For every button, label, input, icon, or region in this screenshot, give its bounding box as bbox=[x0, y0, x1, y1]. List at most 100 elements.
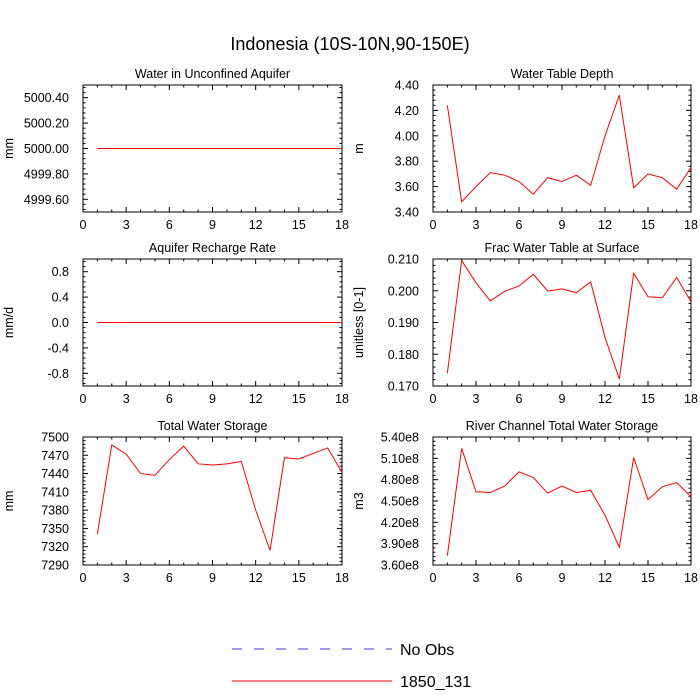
y-axis-label: unitless [0-1] bbox=[352, 287, 366, 358]
figure-title: Indonesia (10S-10N,90-150E) bbox=[230, 34, 469, 54]
y-tick-label: 4999.80 bbox=[24, 167, 69, 181]
panel-water-in-unconfined-aquifer: Water in Unconfined Aquifer 0 3 6 9 12 15 18 499… bbox=[2, 67, 349, 232]
x-tick-label: 15 bbox=[292, 218, 306, 232]
panel-frac-water-table-at-surface: Frac Water Table at Surface 0 3 6 9 12 15 18 0.1… bbox=[352, 241, 698, 406]
y-tick-label: 3.60 bbox=[395, 180, 419, 194]
y-tick-label: 3.80 bbox=[395, 155, 419, 169]
panel-river-channel-total-water-storage: River Channel Total Water Storage 0 3 6 9 12 1… bbox=[352, 419, 698, 585]
y-tick-label: 0.190 bbox=[388, 316, 419, 330]
y-axis-label: m3 bbox=[352, 492, 366, 509]
y-tick-label: 4.20e8 bbox=[381, 516, 419, 530]
x-tick-label: 9 bbox=[209, 392, 216, 406]
legend-obs-label: No Obs bbox=[400, 642, 454, 659]
y-tick-label: 4.40 bbox=[395, 79, 419, 93]
x-tick-label: 3 bbox=[123, 571, 130, 585]
y-axis-label: mm/d bbox=[2, 307, 16, 338]
x-tick-label: 0 bbox=[430, 392, 437, 406]
x-tick-label: 15 bbox=[641, 571, 655, 585]
x-tick-label: 18 bbox=[684, 392, 698, 406]
y-tick-label: 4.80e8 bbox=[381, 473, 419, 487]
plot-frame bbox=[432, 436, 692, 566]
y-tick-label: 7470 bbox=[41, 449, 69, 463]
y-tick-label: 5000.00 bbox=[24, 142, 69, 156]
panel-title: Water Table Depth bbox=[511, 67, 614, 81]
series-line bbox=[446, 259, 692, 380]
y-tick-label: 5000.40 bbox=[24, 91, 69, 105]
panel-title: Total Water Storage bbox=[157, 419, 267, 433]
x-tick-label: 18 bbox=[684, 218, 698, 232]
x-tick-label: 0 bbox=[430, 571, 437, 585]
x-tick-label: 9 bbox=[559, 392, 566, 406]
x-tick-label: 12 bbox=[598, 392, 612, 406]
x-tick-label: 6 bbox=[516, 218, 523, 232]
panel-title: Aquifer Recharge Rate bbox=[149, 241, 276, 255]
x-tick-label: 0 bbox=[80, 218, 87, 232]
panel-title: River Channel Total Water Storage bbox=[466, 419, 659, 433]
y-axis-label: mm bbox=[2, 138, 16, 159]
y-axis-label: mm bbox=[2, 491, 16, 512]
y-tick-label: 0.0 bbox=[52, 316, 69, 330]
x-tick-label: 6 bbox=[166, 218, 173, 232]
x-tick-label: 6 bbox=[166, 392, 173, 406]
y-tick-label: 3.90e8 bbox=[381, 537, 419, 551]
y-tick-label: -0.4 bbox=[47, 341, 69, 355]
plot-frame bbox=[82, 436, 343, 566]
x-tick-label: 12 bbox=[249, 218, 263, 232]
y-tick-label: 4.50e8 bbox=[381, 495, 419, 509]
y-tick-label: 7500 bbox=[41, 431, 69, 445]
legend: No Obs 1850_131 bbox=[232, 642, 471, 691]
y-tick-label: 7410 bbox=[41, 485, 69, 499]
y-tick-label: 7380 bbox=[41, 504, 69, 518]
x-tick-label: 15 bbox=[292, 571, 306, 585]
series-line bbox=[446, 94, 692, 203]
y-tick-label: 0.210 bbox=[388, 253, 419, 267]
panel-aquifer-recharge-rate: Aquifer Recharge Rate 0 3 6 9 12 15 18 -0.8 -0.4 0… bbox=[2, 241, 349, 406]
y-tick-label: 3.40 bbox=[395, 206, 419, 220]
x-tick-label: 3 bbox=[473, 571, 480, 585]
x-tick-label: 6 bbox=[166, 571, 173, 585]
y-axis-label: m bbox=[352, 143, 366, 153]
panel-title: Water in Unconfined Aquifer bbox=[135, 67, 290, 81]
legend-model-label: 1850_131 bbox=[400, 674, 471, 691]
x-tick-label: 15 bbox=[641, 218, 655, 232]
plot-frame bbox=[432, 258, 692, 387]
x-tick-label: 15 bbox=[292, 392, 306, 406]
x-tick-label: 18 bbox=[684, 571, 698, 585]
y-tick-label: 0.170 bbox=[388, 380, 419, 394]
series-line bbox=[96, 444, 343, 551]
x-tick-label: 15 bbox=[641, 392, 655, 406]
x-tick-label: 3 bbox=[123, 218, 130, 232]
x-tick-label: 3 bbox=[473, 218, 480, 232]
panel-water-table-depth: Water Table Depth 0 3 6 9 12 15 18 3.40 3.60 3.80 4… bbox=[352, 67, 698, 232]
y-tick-label: 4999.60 bbox=[24, 193, 69, 207]
x-tick-label: 0 bbox=[80, 571, 87, 585]
series-line bbox=[446, 448, 692, 556]
x-tick-label: 0 bbox=[430, 218, 437, 232]
x-tick-label: 18 bbox=[335, 392, 349, 406]
x-tick-label: 18 bbox=[335, 218, 349, 232]
y-tick-label: -0.8 bbox=[47, 367, 69, 381]
x-tick-label: 18 bbox=[335, 571, 349, 585]
y-tick-label: 7440 bbox=[41, 467, 69, 481]
panel-total-water-storage: Total Water Storage 0 3 6 9 12 15 18 7290 7320 735… bbox=[2, 419, 349, 585]
y-tick-label: 0.180 bbox=[388, 348, 419, 362]
y-tick-label: 4.00 bbox=[395, 129, 419, 143]
x-tick-label: 9 bbox=[559, 571, 566, 585]
plot-frame bbox=[432, 84, 692, 213]
x-tick-label: 12 bbox=[598, 571, 612, 585]
x-tick-label: 12 bbox=[249, 392, 263, 406]
x-tick-label: 9 bbox=[209, 218, 216, 232]
x-tick-label: 12 bbox=[249, 571, 263, 585]
y-tick-label: 3.60e8 bbox=[381, 559, 419, 573]
x-tick-label: 6 bbox=[516, 392, 523, 406]
y-tick-label: 4.20 bbox=[395, 104, 419, 118]
y-tick-label: 5000.20 bbox=[24, 117, 69, 131]
y-tick-label: 0.4 bbox=[52, 291, 69, 305]
x-tick-label: 9 bbox=[209, 571, 216, 585]
y-tick-label: 0.200 bbox=[388, 284, 419, 298]
x-tick-label: 12 bbox=[598, 218, 612, 232]
x-tick-label: 3 bbox=[123, 392, 130, 406]
panel-title: Frac Water Table at Surface bbox=[485, 241, 640, 255]
y-tick-label: 5.40e8 bbox=[381, 431, 419, 445]
